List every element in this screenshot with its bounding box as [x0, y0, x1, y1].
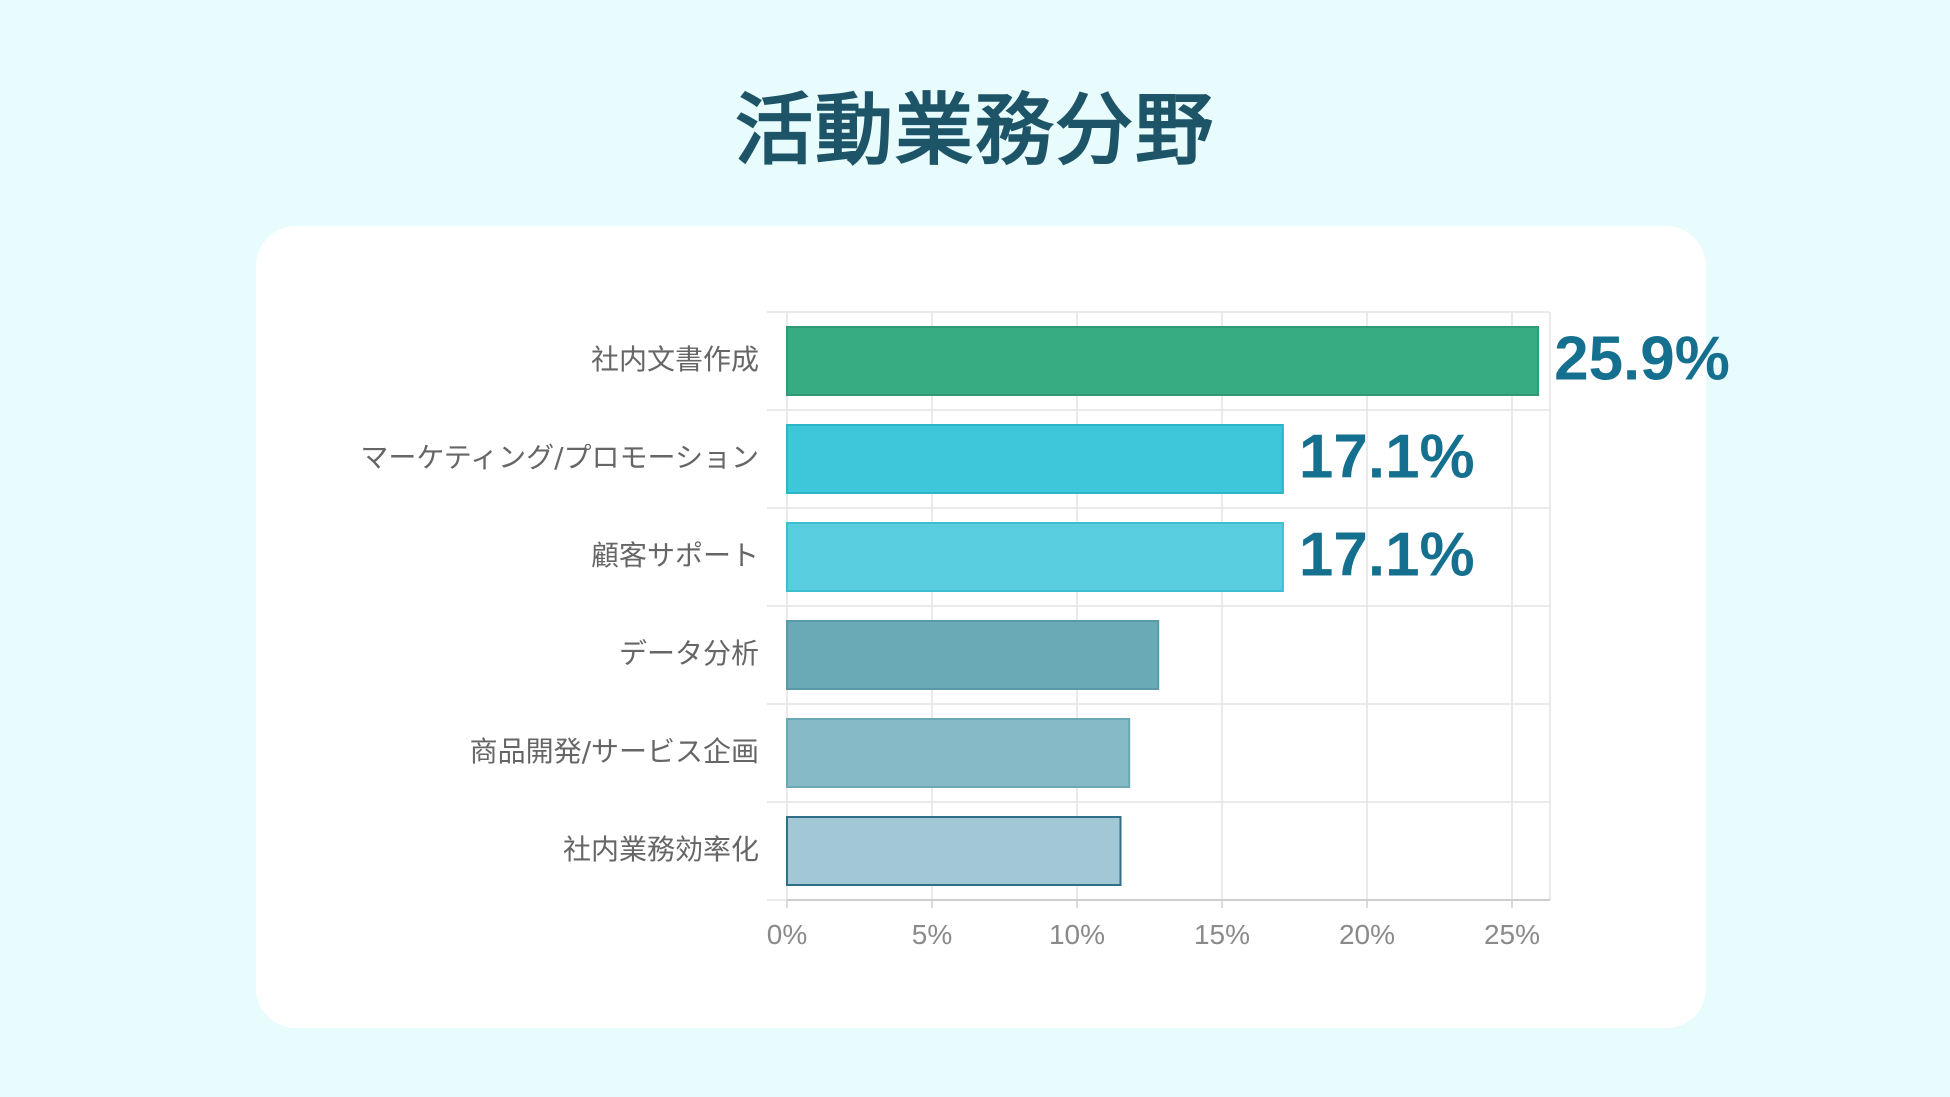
x-tick-label: 5%: [912, 919, 952, 950]
category-label: マーケティング/プロモーション: [360, 441, 759, 474]
bar: [786, 424, 1284, 494]
page-title: 活動業務分野: [734, 86, 1215, 176]
bar: [786, 718, 1131, 788]
x-tick-label: 10%: [1049, 919, 1105, 950]
bar: [786, 816, 1122, 886]
category-label: 社内文書作成: [591, 343, 759, 376]
data-label: 17.1%: [1299, 422, 1475, 491]
x-tick-label: 25%: [1484, 919, 1540, 950]
category-label: 商品開発/サービス企画: [470, 735, 759, 768]
category-label: データ分析: [619, 637, 759, 670]
x-tick-label: 20%: [1339, 919, 1395, 950]
category-label: 顧客サポート: [591, 539, 759, 572]
category-label: 社内業務効率化: [563, 833, 759, 866]
bar: [786, 326, 1540, 396]
x-tick-label: 0%: [767, 919, 807, 950]
data-label: 17.1%: [1299, 520, 1475, 589]
bar: [786, 522, 1284, 592]
bar: [786, 620, 1160, 690]
data-label: 25.9%: [1554, 324, 1730, 393]
x-tick-label: 15%: [1194, 919, 1250, 950]
